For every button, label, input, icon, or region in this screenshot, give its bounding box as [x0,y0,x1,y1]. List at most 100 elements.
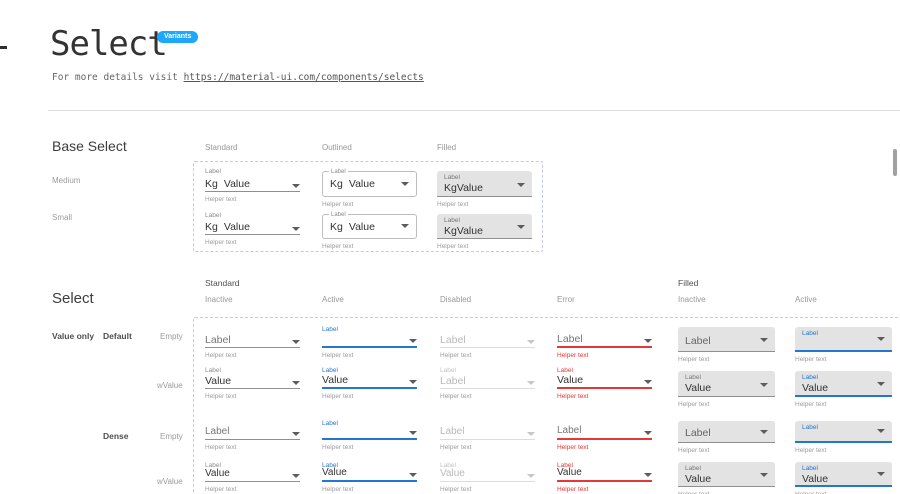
select-label: Label [205,367,221,374]
standard-active-wvalue-select: Label Value Helper text [322,366,417,400]
select-control[interactable]: Value [322,375,417,389]
dropdown-arrow-icon [517,225,525,229]
select-value: Value [348,178,375,190]
dense-standard-disabled-empty-select: Label Helper text [440,419,535,451]
select-label: Label [557,462,573,469]
select-control[interactable]: Label Value [795,371,892,397]
select-value: Value [322,467,347,478]
select-control[interactable]: Label [440,427,535,440]
select-value: Value [348,220,375,233]
select-placeholder: Label [205,334,231,346]
dense-standard-disabled-wvalue-select: Label Value Helper text [440,461,535,493]
select-value: Value [685,473,712,485]
select-control[interactable]: Label Value [678,371,775,397]
variants-badge: Variants [157,31,199,43]
select-control[interactable] [322,334,417,348]
select-label: Label [440,367,456,374]
select-control[interactable]: Label [205,426,300,440]
dropdown-arrow-icon [527,432,535,436]
helper-text: Helper text [437,243,469,250]
base-outlined-small-select: Label Kg Value Helper text [322,211,417,250]
select-control[interactable]: Value [205,469,300,482]
state-header-filled-active: Active [795,295,817,304]
row-label-dense: Dense [103,431,129,441]
select-label: Label [205,462,221,469]
select-adornment: Kg [444,182,457,194]
dense-standard-error-empty-select: Label Helper text [557,419,652,451]
dense-filled-inactive-empty-select: Label Helper text [678,421,775,454]
vertical-scrollbar-thumb[interactable] [893,149,897,176]
standard-inactive-empty-select: Label Helper text [205,325,300,359]
select-control[interactable]: Value [205,375,300,389]
dense-standard-active-empty-select: Label Helper text [322,419,417,451]
select-control[interactable]: Label [557,334,652,348]
row-label-small: Small [52,213,73,222]
select-value: Value [456,225,483,237]
select-control[interactable]: Label KgValue [437,171,532,197]
dropdown-arrow-icon [292,432,300,436]
select-label: Label [322,462,338,469]
select-control[interactable]: Value [557,375,652,389]
helper-text: Helper text [678,401,710,408]
select-label: Label [557,367,573,374]
helper-text: Helper text [322,393,354,400]
dropdown-arrow-icon [877,382,885,386]
select-label: Label [802,330,818,337]
select-control[interactable]: Label [795,327,892,352]
select-placeholder: Label [205,426,230,437]
select-label [205,325,300,334]
select-control[interactable]: Label [205,334,300,348]
select-control[interactable]: Label [440,334,535,348]
standard-disabled-wvalue-select: Label Label Helper text [440,366,535,400]
helper-text: Helper text [557,444,589,451]
select-placeholder: Label [440,334,466,346]
dropdown-arrow-icon [409,380,417,384]
helper-text: Helper text [795,356,827,363]
dense-standard-active-wvalue-select: Label Value Helper text [322,461,417,493]
dropdown-arrow-icon [760,473,768,477]
select-control[interactable]: Label [678,421,775,443]
standard-error-wvalue-select: Label Value Helper text [557,366,652,400]
state-header-active: Active [322,295,344,304]
helper-text: Helper text [205,352,237,359]
select-adornment: Kg [444,225,457,237]
page-title: Select [50,24,168,64]
dropdown-arrow-icon [527,474,535,478]
select-control[interactable]: Kg Value [205,176,300,192]
dropdown-arrow-icon [292,227,300,231]
select-value: Value [557,467,582,478]
filled-active-empty-select: Label Helper text [795,327,892,363]
select-label: Label [802,424,818,431]
helper-text: Helper text [678,447,710,454]
select-value: Label [440,375,466,387]
standard-error-empty-select: Label Helper text [557,325,652,359]
select-control[interactable]: Value [322,467,417,482]
row-label-empty: Empty [160,332,183,341]
select-control[interactable]: Label [678,327,775,352]
helper-text: Helper text [322,352,354,359]
select-control[interactable]: Label Value [795,462,892,487]
select-value: Value [223,178,250,190]
select-placeholder: Label [557,425,582,436]
select-control[interactable]: Value [440,468,535,482]
select-control[interactable]: Label KgValue [437,214,532,239]
dense-filled-inactive-wvalue-select: Label Value Helper text [678,462,775,494]
base-filled-small-select: Label KgValue Helper text [437,214,532,250]
select-value: Value [440,468,465,479]
dropdown-arrow-icon [760,338,768,342]
row-label-dense-empty: Empty [160,432,183,441]
helper-text: Helper text [322,444,354,451]
select-control[interactable]: Label [440,375,535,389]
subtitle-link[interactable]: https://material-ui.com/components/selec… [183,72,424,83]
select-control[interactable]: Value [557,467,652,482]
select-control[interactable] [322,428,417,440]
dense-filled-active-wvalue-select: Label Value Helper text [795,462,892,494]
dropdown-arrow-icon [644,473,652,477]
select-control[interactable]: Label [557,425,652,440]
select-control[interactable]: Kg Value [205,220,300,235]
select-control[interactable]: Label Value [678,462,775,487]
select-control[interactable]: Label [795,421,892,443]
dropdown-arrow-icon [760,383,768,387]
